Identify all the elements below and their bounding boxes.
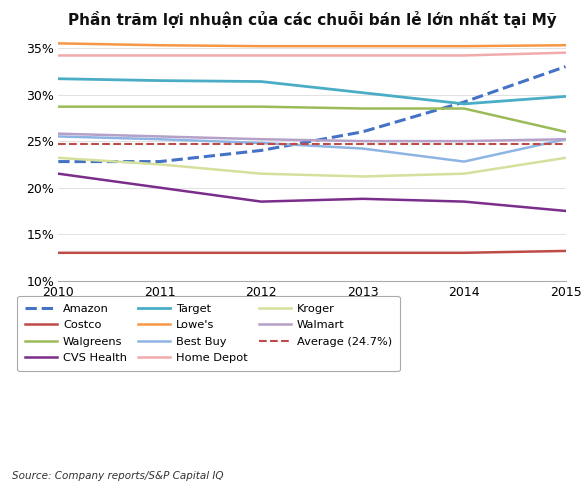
Text: Source: Company reports/S&P Capital IQ: Source: Company reports/S&P Capital IQ (12, 471, 223, 481)
Legend: Amazon, Costco, Walgreens, CVS Health, Target, Lowe's, Best Buy, Home Depot, Kro: Amazon, Costco, Walgreens, CVS Health, T… (17, 296, 400, 371)
Title: Phần trăm lợi nhuận của các chuỗi bán lẻ lớn nhất tại Mỹ: Phần trăm lợi nhuận của các chuỗi bán lẻ… (68, 11, 556, 28)
